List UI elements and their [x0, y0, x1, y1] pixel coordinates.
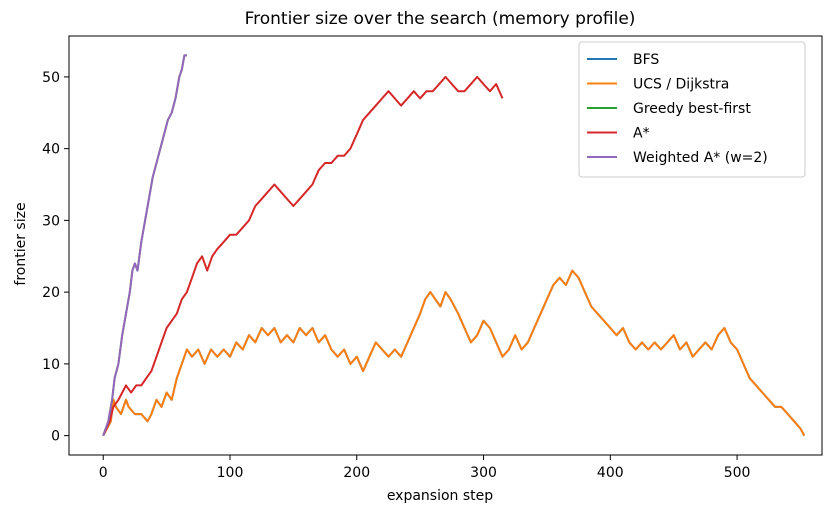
y-tick-label: 30	[42, 213, 60, 229]
series-line-1	[102, 269, 806, 437]
legend-label: Weighted A* (w=2)	[633, 150, 768, 166]
legend-label: UCS / Dijkstra	[633, 77, 729, 93]
x-ticks: 0 100 200 300 400 500	[99, 455, 751, 481]
y-tick-label: 20	[42, 285, 60, 301]
x-tick-label: 100	[217, 465, 244, 481]
x-tick-label: 400	[597, 465, 624, 481]
x-tick-label: 0	[99, 465, 108, 481]
legend-label: BFS	[633, 52, 659, 68]
y-tick-label: 10	[42, 357, 60, 373]
series-line-3	[102, 75, 504, 437]
x-tick-label: 500	[724, 465, 751, 481]
series-group	[102, 54, 806, 437]
legend: BFS UCS / Dijkstra Greedy best-first A* Weig…	[578, 41, 806, 178]
y-tick-label: 50	[42, 70, 60, 86]
legend-label: Greedy best-first	[633, 101, 751, 117]
x-axis-label: expansion step	[387, 488, 493, 504]
y-axis-label: frontier size	[13, 202, 29, 285]
legend-label: A*	[633, 126, 650, 142]
plot-frame	[68, 35, 823, 456]
legend-frame	[578, 41, 806, 178]
y-ticks: 0 10 20 30 40 50	[42, 70, 69, 445]
x-tick-label: 200	[343, 465, 370, 481]
y-tick-label: 40	[42, 142, 60, 158]
y-tick-label: 0	[51, 429, 60, 445]
axes-group	[68, 35, 823, 456]
chart-title: Frontier size over the search (memory pr…	[245, 9, 636, 29]
series-line-4	[102, 54, 187, 436]
x-tick-label: 300	[470, 465, 497, 481]
